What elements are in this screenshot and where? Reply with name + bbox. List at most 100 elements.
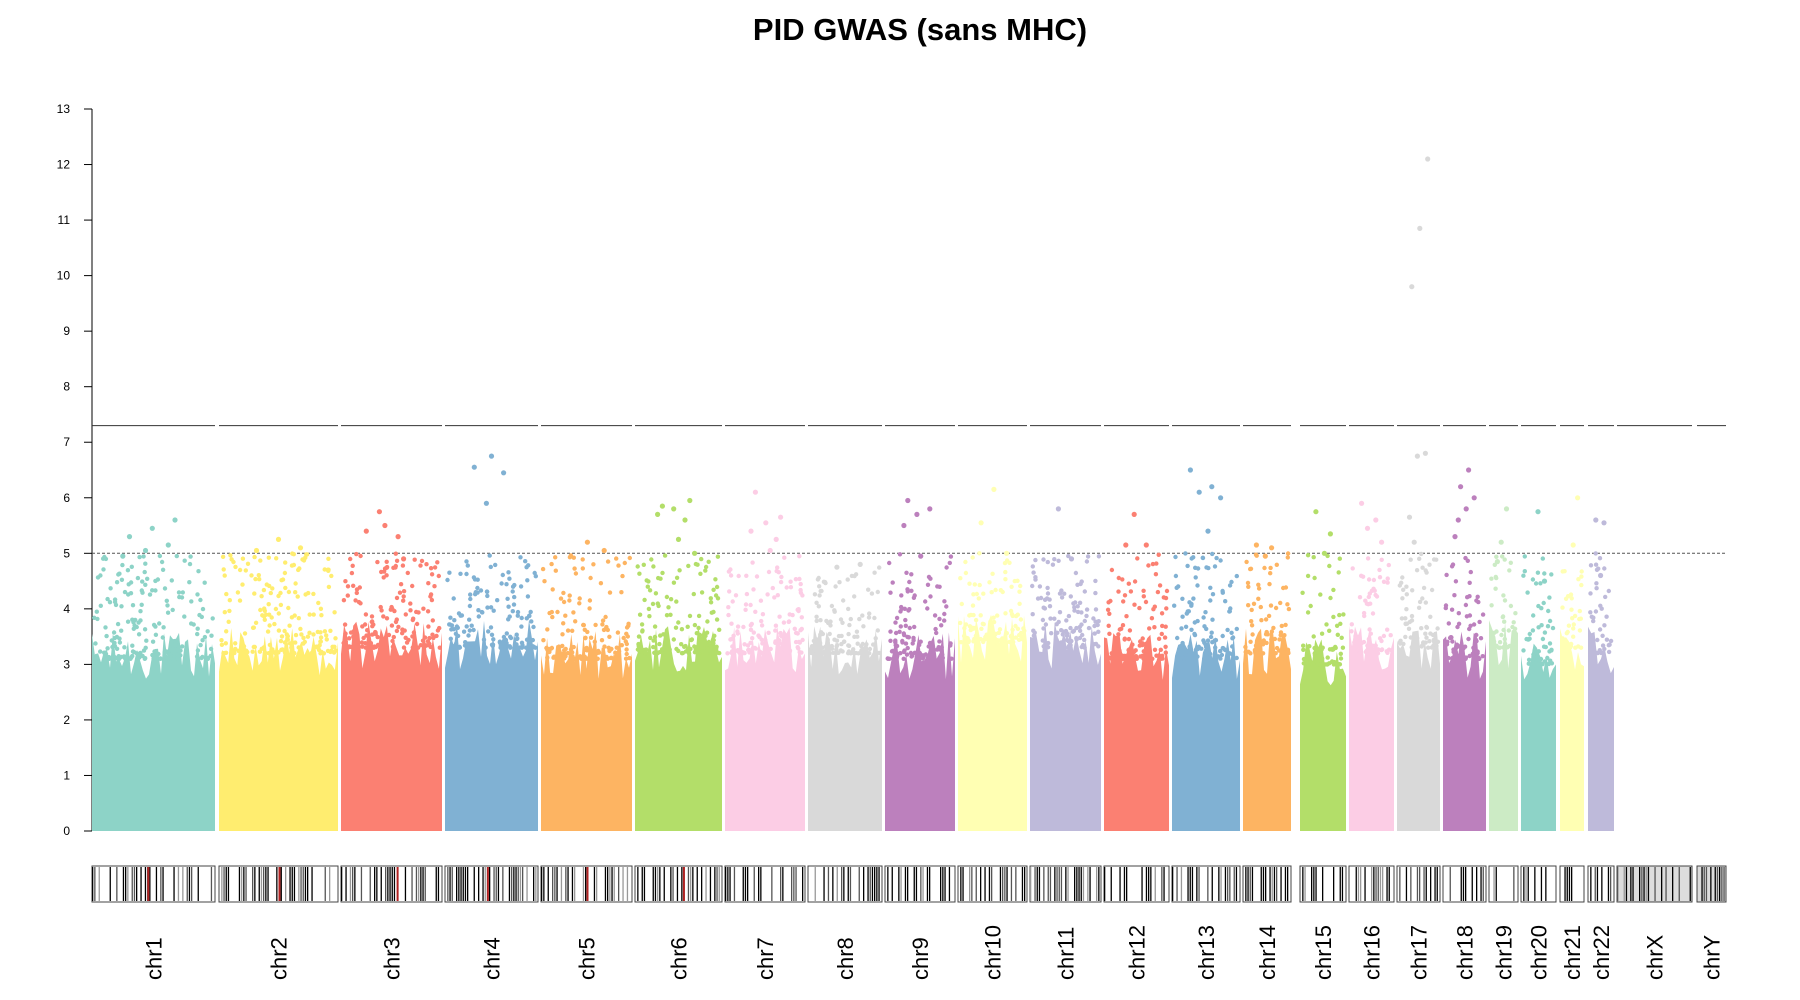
ideogram-band: [1229, 867, 1231, 901]
point: [1449, 564, 1455, 569]
point: [491, 637, 496, 642]
ideogram-band: [1247, 867, 1249, 901]
point: [1017, 601, 1022, 606]
point: [909, 572, 914, 577]
point: [209, 633, 214, 638]
centromere-marker: [486, 867, 489, 901]
point: [812, 592, 818, 597]
peak-point: [1425, 156, 1431, 162]
point: [178, 648, 183, 653]
point: [1420, 565, 1425, 570]
point: [1301, 643, 1306, 648]
point: [592, 656, 597, 661]
ideogram-band: [836, 867, 838, 901]
point: [1327, 563, 1332, 569]
point: [189, 599, 194, 604]
point: [658, 576, 663, 581]
ideogram-band: [391, 867, 393, 901]
point: [1003, 611, 1008, 616]
ideogram-band: [238, 867, 241, 901]
point: [1285, 551, 1291, 556]
ideogram-band: [1714, 867, 1716, 901]
point: [1578, 616, 1584, 621]
point: [1314, 659, 1320, 664]
ideogram-band: [155, 867, 158, 901]
point: [475, 577, 480, 582]
point: [1262, 565, 1267, 571]
point: [1588, 610, 1593, 615]
point: [360, 644, 365, 649]
point: [360, 624, 365, 629]
ideogram-band: [1054, 867, 1056, 901]
ideogram-chr19: [1488, 865, 1519, 903]
point: [518, 555, 523, 560]
point: [1372, 588, 1377, 593]
point: [1423, 600, 1429, 605]
point: [1312, 651, 1317, 656]
peak-point: [275, 536, 282, 543]
point: [98, 603, 104, 608]
point: [250, 649, 255, 654]
ideogram-band: [1304, 867, 1306, 901]
ideogram-band: [1601, 867, 1603, 901]
ideogram-band: [878, 867, 880, 901]
ideogram-chr2: [218, 865, 339, 903]
ideogram-band: [1430, 867, 1432, 901]
ideogram-band: [484, 867, 486, 901]
point: [1545, 655, 1550, 661]
point: [550, 614, 555, 620]
ideogram-band: [841, 867, 843, 901]
point: [349, 570, 355, 576]
point: [1147, 648, 1152, 653]
point: [332, 610, 337, 615]
ideogram-band: [676, 867, 679, 901]
point: [1134, 656, 1140, 661]
ideogram-band: [869, 867, 871, 901]
ideogram-band: [133, 867, 136, 901]
ideogram-band: [659, 867, 661, 901]
point: [1367, 591, 1373, 596]
point: [1249, 607, 1254, 613]
point: [898, 624, 903, 629]
point: [1417, 556, 1422, 561]
point: [731, 633, 736, 638]
point: [766, 630, 771, 635]
point: [224, 591, 229, 597]
point: [1366, 594, 1372, 600]
ideogram-band: [1265, 867, 1267, 901]
point: [1597, 627, 1603, 632]
point: [1490, 642, 1495, 647]
ideogram-band: [900, 867, 902, 901]
point: [1532, 648, 1537, 653]
point: [1030, 583, 1035, 589]
point: [1431, 637, 1437, 643]
point: [1403, 634, 1408, 640]
point: [1253, 651, 1259, 656]
ideogram-band: [1284, 867, 1287, 901]
point: [1161, 595, 1167, 600]
point: [1086, 625, 1092, 631]
y-tick-label: 3: [63, 657, 70, 671]
point: [1092, 631, 1097, 636]
point: [674, 599, 679, 604]
point: [581, 622, 586, 628]
point: [1209, 630, 1214, 635]
point: [1109, 651, 1114, 656]
point: [135, 656, 141, 661]
point: [624, 625, 630, 630]
point: [1600, 633, 1605, 638]
ideogram-band: [437, 867, 440, 901]
point: [1155, 589, 1161, 595]
point: [1159, 631, 1165, 637]
point: [266, 555, 271, 560]
point: [1191, 596, 1196, 601]
point: [1536, 625, 1541, 630]
ideogram-band: [1654, 867, 1656, 901]
point: [961, 633, 967, 639]
point: [426, 581, 431, 586]
point: [504, 631, 509, 636]
point: [1260, 651, 1266, 656]
point: [363, 641, 368, 646]
ideogram-band: [1641, 867, 1643, 901]
point: [552, 654, 557, 659]
